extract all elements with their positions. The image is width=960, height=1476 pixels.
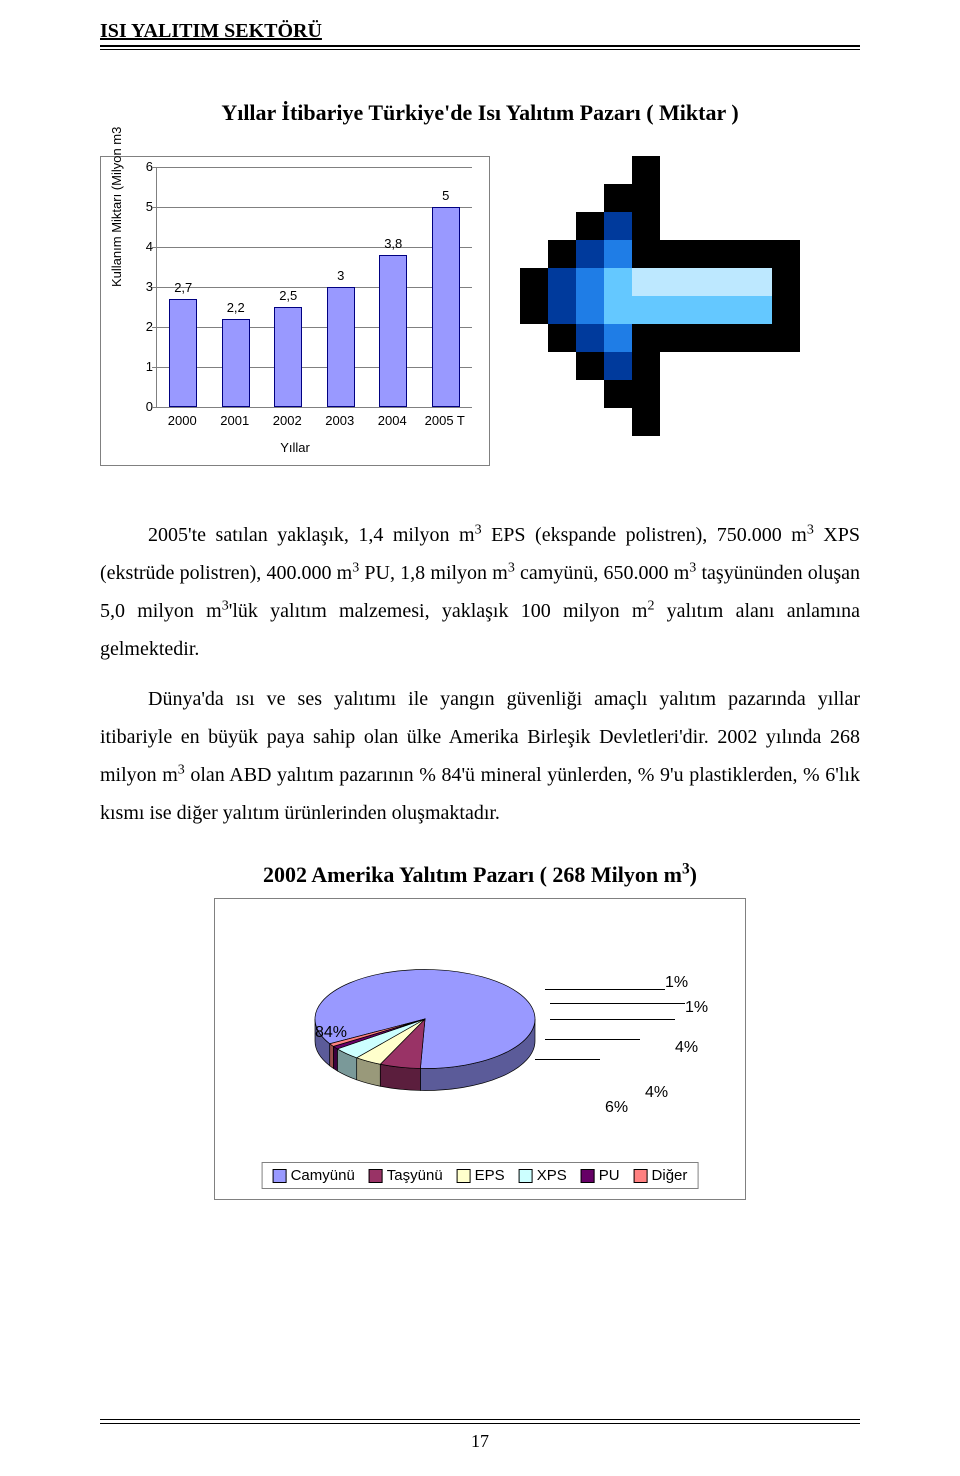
page-header-title: ISI YALITIM SEKTÖRÜ — [100, 20, 322, 42]
pie-chart: 84% 1% 1% 4% 4% 6% Camyünü Taşyünü EPS XPS PU Diğe… — [214, 898, 746, 1200]
bar — [274, 307, 302, 407]
legend-item: PU — [581, 1167, 620, 1184]
legend-item: Taşyünü — [369, 1167, 443, 1184]
pie-callout: 6% — [605, 1099, 628, 1117]
legend-item: Diğer — [634, 1167, 688, 1184]
bar-chart-y-tick: 4 — [139, 239, 153, 254]
bar-chart-x-tick: 2004 — [368, 413, 416, 428]
bar-value-label: 2,2 — [216, 300, 256, 315]
pie-callout: 84% — [315, 1024, 347, 1042]
legend-label: Taşyünü — [387, 1167, 443, 1184]
bar-chart-y-tick: 5 — [139, 199, 153, 214]
bar-chart-title: Yıllar İtibariye Türkiye'de Isı Yalıtım … — [100, 100, 860, 126]
pie-callout: 1% — [685, 999, 708, 1017]
bar — [327, 287, 355, 407]
legend-label: Camyünü — [291, 1167, 355, 1184]
pixel-arrow-icon — [520, 156, 820, 456]
bar-chart: Kullanım Miktarı (Milyon m3 0123456 2,72… — [100, 156, 490, 466]
page: ISI YALITIM SEKTÖRÜ Yıllar İtibariye Tür… — [0, 0, 960, 1476]
page-footer-rule-2 — [100, 1423, 860, 1424]
page-header: ISI YALITIM SEKTÖRÜ — [100, 20, 860, 47]
legend-label: EPS — [475, 1167, 505, 1184]
bar-chart-x-axis-label: Yıllar — [101, 440, 489, 455]
legend-swatch — [581, 1169, 595, 1183]
pie-chart-legend: Camyünü Taşyünü EPS XPS PU Diğer — [262, 1162, 699, 1189]
bar — [222, 319, 250, 407]
body-paragraph-1: 2005'te satılan yaklaşık, 1,4 milyon m3 … — [100, 516, 860, 668]
legend-item: XPS — [519, 1167, 567, 1184]
pie-callout: 1% — [665, 974, 688, 992]
bar-chart-y-axis-label: Kullanım Miktarı (Milyon m3 — [109, 127, 124, 287]
legend-label: PU — [599, 1167, 620, 1184]
pie-callout: 4% — [645, 1084, 668, 1102]
bar-value-label: 2,7 — [163, 280, 203, 295]
bar-chart-plot-area: 2,7 2,2 2,5 3 3,8 5 — [156, 167, 472, 408]
bar — [379, 255, 407, 407]
bar-value-label: 2,5 — [268, 288, 308, 303]
bar-value-label: 3,8 — [373, 236, 413, 251]
legend-swatch — [634, 1169, 648, 1183]
legend-label: Diğer — [652, 1167, 688, 1184]
bar-value-label: 3 — [321, 268, 361, 283]
bar-chart-y-tick: 2 — [139, 319, 153, 334]
page-header-rule — [100, 49, 860, 50]
page-number: 17 — [0, 1431, 960, 1452]
figure-row: Kullanım Miktarı (Milyon m3 0123456 2,72… — [100, 156, 860, 466]
bar — [432, 207, 460, 407]
legend-swatch — [519, 1169, 533, 1183]
body-paragraph-2: Dünya'da ısı ve ses yalıtımı ile yangın … — [100, 680, 860, 832]
legend-item: Camyünü — [273, 1167, 355, 1184]
bar-chart-x-tick: 2002 — [263, 413, 311, 428]
bar-chart-y-tick: 6 — [139, 159, 153, 174]
legend-swatch — [457, 1169, 471, 1183]
bar-chart-x-tick: 2000 — [158, 413, 206, 428]
bar-chart-x-tick: 2003 — [316, 413, 364, 428]
pixel-arrow-svg — [520, 156, 820, 456]
bar-chart-y-tick: 1 — [139, 359, 153, 374]
legend-swatch — [369, 1169, 383, 1183]
bar-chart-y-tick: 3 — [139, 279, 153, 294]
pie-chart-title: 2002 Amerika Yalıtım Pazarı ( 268 Milyon… — [100, 862, 860, 888]
bar-chart-x-tick: 2001 — [211, 413, 259, 428]
bar — [169, 299, 197, 407]
bar-chart-y-tick: 0 — [139, 399, 153, 414]
page-footer-rule-1 — [100, 1419, 860, 1420]
bar-chart-x-tick: 2005 T — [421, 413, 469, 428]
pie-callout: 4% — [675, 1039, 698, 1057]
legend-swatch — [273, 1169, 287, 1183]
legend-item: EPS — [457, 1167, 505, 1184]
legend-label: XPS — [537, 1167, 567, 1184]
bar-value-label: 5 — [426, 188, 466, 203]
